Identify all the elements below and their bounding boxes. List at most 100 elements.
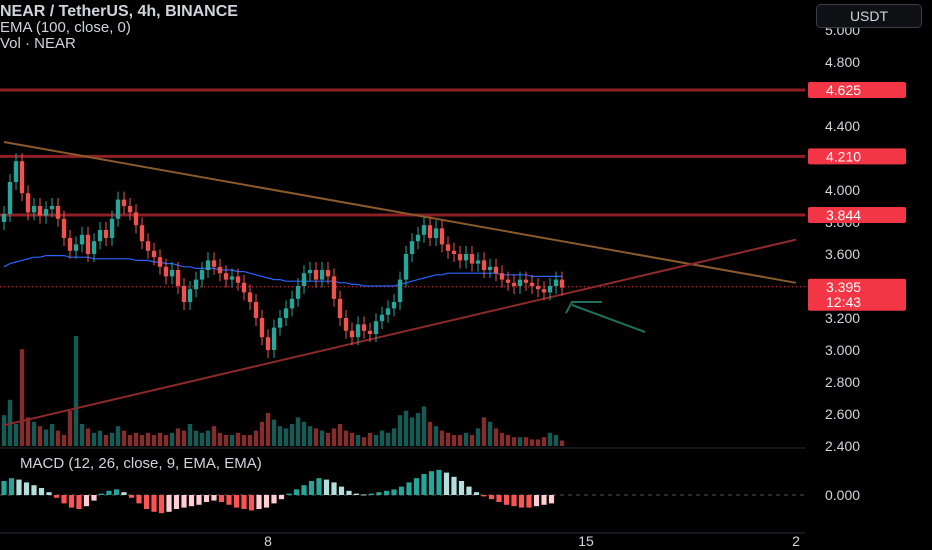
volume-bar <box>373 435 379 446</box>
candle-body <box>475 260 481 264</box>
candle-body <box>397 279 403 302</box>
candle-body <box>343 318 349 331</box>
level-price-tag-label: 4.625 <box>826 82 861 98</box>
macd-histogram-bar <box>293 489 300 495</box>
macd-histogram-bar <box>338 486 345 495</box>
macd-histogram-bar <box>188 495 195 507</box>
candle-body <box>553 279 559 286</box>
volume-bar <box>61 435 67 446</box>
candle-body <box>559 279 565 288</box>
volume-bar <box>379 430 385 446</box>
volume-bar <box>109 432 115 446</box>
macd-histogram-bar <box>428 471 435 495</box>
volume-bar <box>283 428 289 446</box>
volume-bar <box>451 435 457 446</box>
macd-histogram-bar <box>413 478 420 495</box>
volume-bar <box>385 432 391 446</box>
volume-bar <box>475 428 481 446</box>
volume-bar <box>229 435 235 446</box>
macd-histogram-bar <box>301 485 307 495</box>
volume-bar <box>211 426 217 446</box>
candle-body <box>523 279 529 283</box>
candle-body <box>313 270 319 280</box>
volume-bar <box>325 432 331 446</box>
macd-histogram-bar <box>308 481 315 495</box>
macd-histogram-bar <box>361 494 367 496</box>
candle-body <box>319 270 325 280</box>
volume-bar <box>223 435 229 446</box>
volume-bar <box>487 421 493 446</box>
candle-body <box>379 314 385 322</box>
volume-bar <box>289 424 295 446</box>
candle-body <box>391 302 397 309</box>
candle-body <box>235 276 241 283</box>
candle-body <box>517 279 523 286</box>
ema-line <box>3 255 562 287</box>
symbol-title[interactable]: NEAR / TetherUS, 4h, BINANCE <box>0 3 238 20</box>
candle-body <box>79 234 85 245</box>
volume-bar <box>157 432 163 446</box>
volume-indicator-label[interactable]: Vol · NEAR <box>0 35 76 52</box>
macd-histogram-bar <box>91 495 97 501</box>
candle-body <box>181 286 187 302</box>
ema-indicator-label[interactable]: EMA (100, close, 0) <box>0 19 131 36</box>
candle-body <box>67 238 73 251</box>
candle-body <box>49 206 55 210</box>
macd-histogram-bar <box>278 495 285 500</box>
macd-histogram-bar <box>548 495 555 504</box>
volume-bar <box>181 430 187 446</box>
candle-body <box>1 214 7 222</box>
candle-body <box>361 324 367 331</box>
volume-bar <box>265 413 271 446</box>
volume-bar <box>391 428 397 446</box>
currency-button[interactable]: USDT <box>816 4 922 28</box>
macd-histogram-bar <box>166 495 172 512</box>
candle-body <box>193 279 199 290</box>
candle-body <box>109 218 115 238</box>
candle-body <box>481 260 487 270</box>
volume-bar <box>139 435 145 446</box>
macd-indicator-label[interactable]: MACD (12, 26, close, 9, EMA, EMA) <box>20 455 262 472</box>
macd-histogram-bar <box>511 495 517 507</box>
macd-histogram-bar <box>481 495 487 497</box>
macd-histogram-bar <box>466 486 472 495</box>
candle-body <box>493 266 499 274</box>
macd-histogram-bar <box>121 492 127 495</box>
volume-bar <box>337 424 343 446</box>
chart-legend: NEAR / TetherUS, 4h, BINANCE EMA (100, c… <box>0 4 238 52</box>
volume-bar <box>37 426 43 446</box>
candle-body <box>85 234 91 254</box>
candle-body <box>325 270 331 277</box>
volume-bar <box>349 432 355 446</box>
volume-bar <box>421 406 427 446</box>
volume-bar <box>511 437 517 446</box>
candle-body <box>199 270 205 280</box>
candle-body <box>535 286 541 290</box>
candle-body <box>289 298 295 309</box>
macd-histogram-bar <box>173 495 180 509</box>
macd-histogram-bar <box>98 493 105 495</box>
candle-body <box>127 206 133 213</box>
candle-body <box>121 199 127 206</box>
volume-bar <box>13 424 19 446</box>
macd-histogram-bar <box>68 495 75 508</box>
level-price-tag-label: 3.844 <box>826 207 861 223</box>
macd-histogram-bar <box>256 495 262 509</box>
candle-body <box>259 318 265 338</box>
volume-bar <box>67 410 73 446</box>
volume-bar <box>499 432 505 446</box>
candle-body <box>133 212 139 226</box>
volume-bar <box>193 430 199 446</box>
candle-body <box>337 298 343 318</box>
candle-body <box>355 324 361 338</box>
level-price-tag <box>808 82 906 98</box>
candle-body <box>55 206 61 219</box>
candle-body <box>385 308 391 315</box>
candle-body <box>415 234 421 242</box>
candle-body <box>103 230 109 238</box>
volume-bar <box>301 421 307 446</box>
volume-bar <box>463 432 469 446</box>
macd-histogram-bar <box>233 495 240 508</box>
